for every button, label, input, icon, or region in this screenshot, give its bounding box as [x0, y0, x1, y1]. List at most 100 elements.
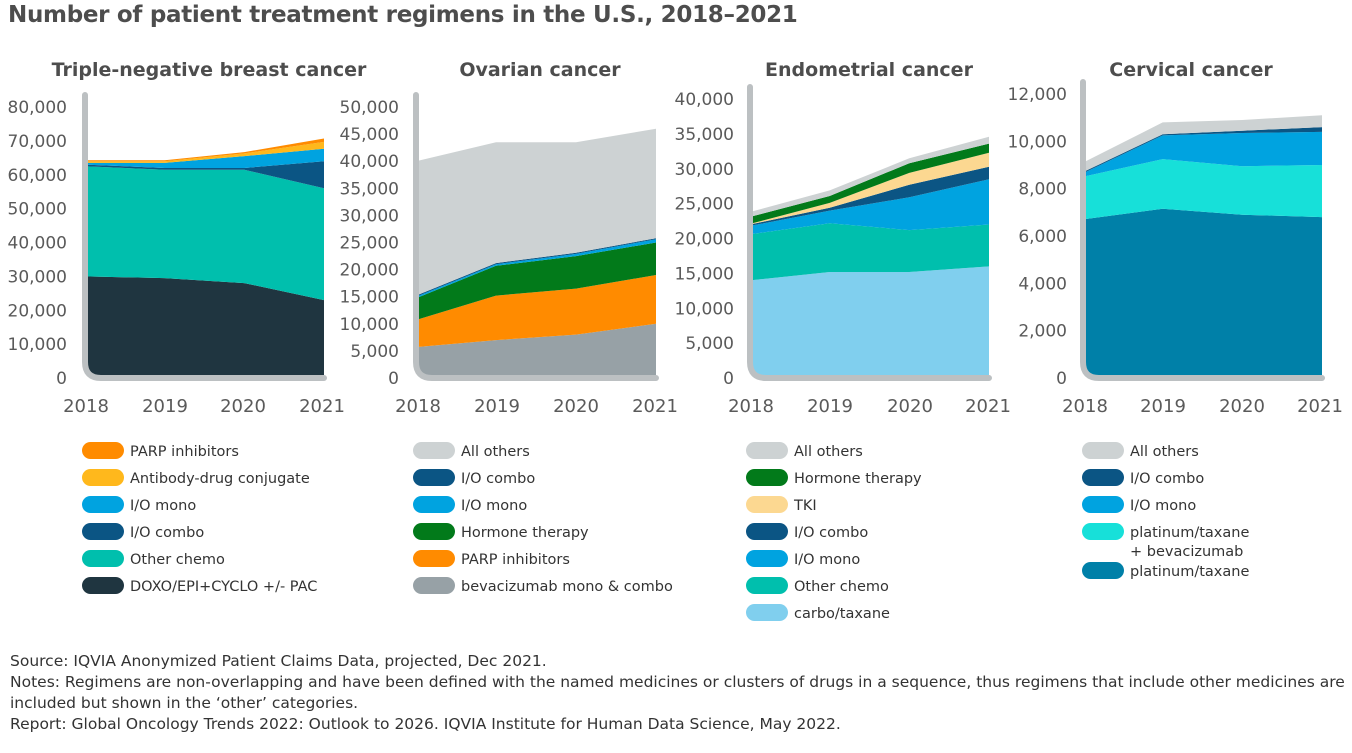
- legend-swatch-hormone-therapy: [746, 469, 788, 486]
- legend-label: I/O mono: [461, 498, 527, 514]
- area-carbo-taxane: [750, 266, 989, 378]
- legend-endometrial-cancer: All others Hormone therapy TKI I/O combo I/O…: [746, 442, 922, 622]
- area-i-o-mono: [416, 239, 656, 299]
- y-tick-label: 10,000: [8, 335, 67, 355]
- area-i-o-combo: [750, 166, 989, 226]
- area-bevacizumab-mono-combo: [416, 323, 656, 378]
- area-hormone-therapy: [416, 242, 656, 320]
- y-tick-label: 12,000: [1008, 85, 1067, 105]
- y-tick-label: 60,000: [8, 166, 67, 186]
- area-all-others: [1083, 115, 1322, 173]
- legend-label: All others: [794, 444, 863, 460]
- y-tick-label: 50,000: [340, 98, 399, 118]
- axis-frame: [413, 92, 659, 381]
- y-tick-label: 30,000: [340, 206, 399, 226]
- y-tick-label: 50,000: [8, 200, 67, 220]
- legend-swatch-carbo-taxane: [746, 604, 788, 621]
- legend-swatch-i-o-combo: [1082, 469, 1124, 486]
- legend-ovarian-cancer: All others I/O combo I/O mono Hormone thera…: [413, 442, 673, 595]
- report-note: Report: Global Oncology Trends 2022: Out…: [10, 715, 841, 733]
- y-tick-label: 0: [56, 369, 67, 389]
- x-tick-label: 2020: [220, 396, 266, 417]
- axis-frame: [1080, 79, 1325, 381]
- legend-label: PARP inhibitors: [461, 552, 570, 568]
- legend-swatch-i-o-mono: [413, 496, 455, 513]
- y-tick-label: 6,000: [1018, 227, 1067, 247]
- x-tick-label: 2018: [395, 396, 441, 417]
- x-tick-label: 2019: [1140, 396, 1186, 417]
- y-tick-label: 45,000: [340, 125, 399, 145]
- area-tki: [750, 152, 989, 225]
- y-tick-label: 40,000: [675, 90, 734, 110]
- legend-label: DOXO/EPI+CYCLO +/- PAC: [130, 579, 317, 595]
- stacked-areas: [750, 136, 989, 378]
- x-tick-label: 2020: [553, 396, 599, 417]
- legend-label: All others: [1130, 444, 1199, 460]
- legend-swatch-hormone-therapy: [413, 523, 455, 540]
- area-i-o-combo: [85, 161, 324, 189]
- legend-label: platinum/taxane: [1130, 564, 1249, 580]
- area-hormone-therapy: [750, 143, 989, 224]
- chart-ovarian-cancer: Ovarian cancer 0 5,000 10,000 15,000 20,000 25…: [340, 59, 678, 595]
- area-other-chemo: [85, 166, 324, 301]
- y-tick-label: 25,000: [340, 234, 399, 254]
- area-i-o-mono: [1083, 131, 1322, 177]
- legend-swatch-i-o-mono: [1082, 496, 1124, 513]
- area-antibody-drug-conjugate: [85, 141, 324, 163]
- y-tick-label: 20,000: [675, 230, 734, 250]
- area-doxo-epi-cyclo-pac: [85, 276, 324, 378]
- chart-title: Cervical cancer: [1109, 59, 1273, 81]
- y-tick-label: 4,000: [1018, 274, 1067, 294]
- legend-swatch-tki: [746, 496, 788, 513]
- stacked-areas: [416, 128, 656, 378]
- legend-swatch-i-o-mono: [746, 550, 788, 567]
- charts-area: Triple-negative breast cancer 0 10,000 20,0…: [8, 59, 1343, 622]
- legend-label: Hormone therapy: [794, 471, 922, 487]
- y-tick-label: 15,000: [675, 264, 734, 284]
- x-tick-label: 2020: [887, 396, 933, 417]
- chart-title: Ovarian cancer: [459, 59, 621, 81]
- chart-cervical-cancer: Cervical cancer 0 2,000 4,000 6,000 8,000 10,0…: [1008, 59, 1343, 580]
- area-i-o-mono: [85, 148, 324, 168]
- y-tick-label: 0: [388, 369, 399, 389]
- y-tick-label: 10,000: [340, 315, 399, 335]
- area-parp-inhibitors: [416, 275, 656, 348]
- area-platinum-taxane-bevacizumab: [1083, 159, 1322, 220]
- y-tick-label: 40,000: [340, 152, 399, 172]
- legend-label: I/O combo: [461, 471, 535, 487]
- y-tick-label: 0: [1056, 369, 1067, 389]
- legend-swatch-platinum-taxane-bevacizumab: [1082, 523, 1124, 540]
- main-title: Number of patient treatment regimens in …: [8, 2, 798, 28]
- area-platinum-taxane: [1083, 208, 1322, 378]
- y-tick-label: 0: [723, 369, 734, 389]
- chart-title: Triple-negative breast cancer: [52, 59, 367, 81]
- legend-label: I/O combo: [794, 525, 868, 541]
- legend-label: Other chemo: [794, 579, 889, 595]
- y-tick-label: 25,000: [675, 195, 734, 215]
- stacked-areas: [85, 138, 324, 378]
- y-tick-label: 40,000: [8, 234, 67, 254]
- y-tick-label: 35,000: [675, 125, 734, 145]
- y-tick-label: 15,000: [340, 288, 399, 308]
- legend-label: Other chemo: [130, 552, 225, 568]
- x-tick-label: 2018: [728, 396, 774, 417]
- chart-title: Endometrial cancer: [765, 59, 974, 81]
- y-tick-label: 10,000: [1008, 132, 1067, 152]
- x-tick-label: 2019: [142, 396, 188, 417]
- x-tick-label: 2020: [1219, 396, 1265, 417]
- legend-swatch-other-chemo: [746, 577, 788, 594]
- area-parp-inhibitors: [85, 138, 324, 162]
- chart-triple-negative-breast-cancer: Triple-negative breast cancer 0 10,000 20,0…: [8, 59, 367, 595]
- area-i-o-mono: [750, 179, 989, 235]
- x-tick-label: 2018: [63, 396, 109, 417]
- legend-label: I/O combo: [130, 525, 204, 541]
- legend-label: I/O mono: [794, 552, 860, 568]
- legend-label: bevacizumab mono & combo: [461, 579, 673, 595]
- x-tick-label: 2019: [807, 396, 853, 417]
- legend-label: Hormone therapy: [461, 525, 589, 541]
- legend-label: carbo/taxane: [794, 606, 890, 622]
- legend-swatch-other-chemo: [82, 550, 124, 567]
- y-tick-label: 8,000: [1018, 180, 1067, 200]
- source-note: Source: IQVIA Anonymized Patient Claims …: [10, 652, 547, 670]
- legend-label: platinum/taxane: [1130, 525, 1249, 541]
